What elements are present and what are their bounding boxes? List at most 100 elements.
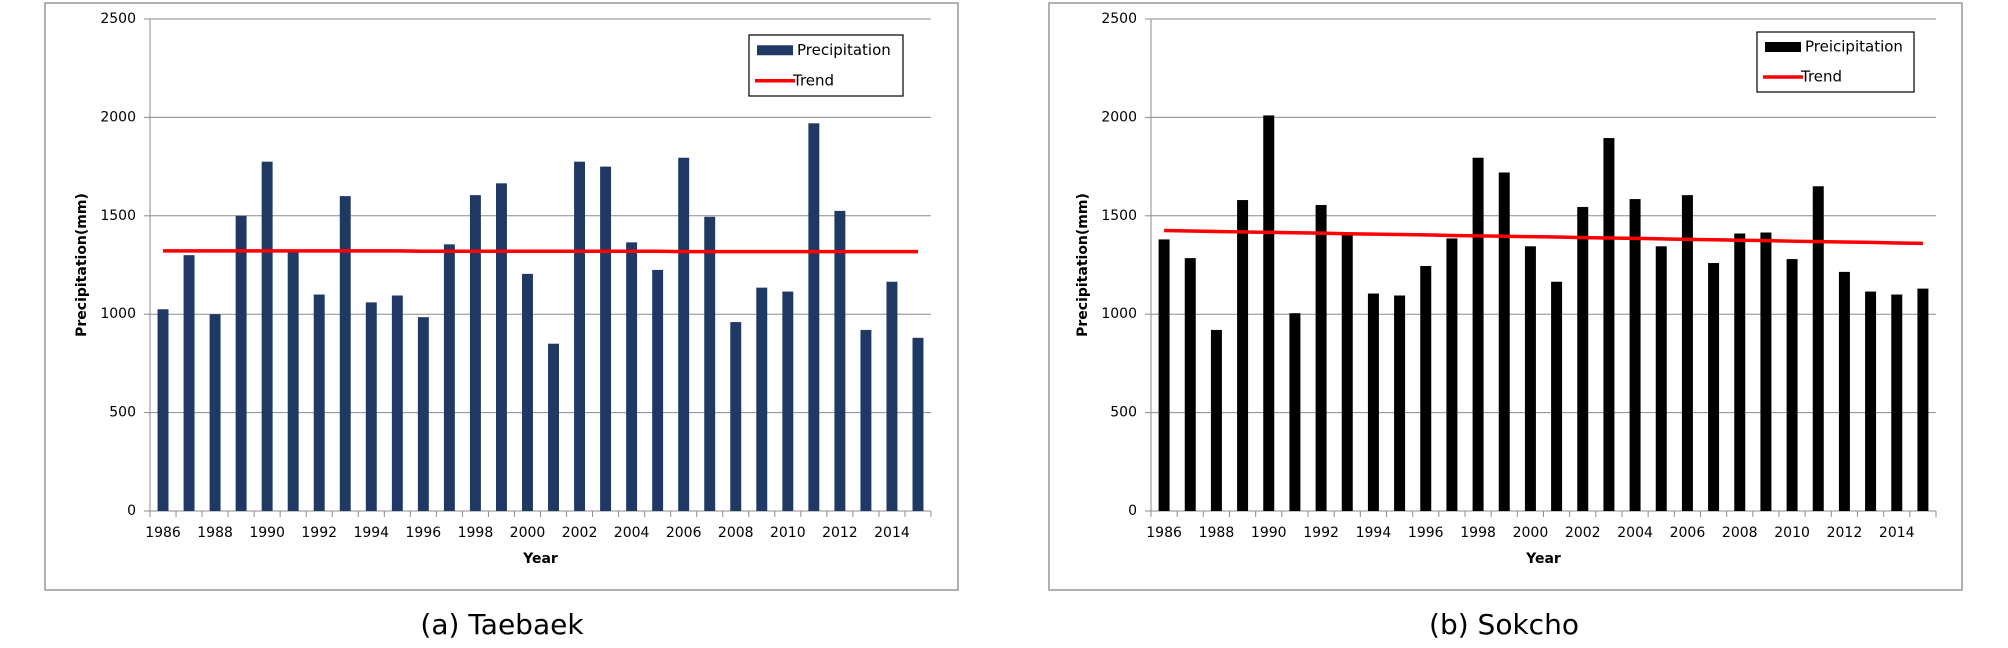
y-tick-label: 1000 [100,306,136,322]
bar [1838,271,1850,511]
bar [1524,246,1536,511]
x-axis-label: Year [1525,551,1561,567]
x-tick-label: 2010 [770,525,806,541]
x-tick-label: 2006 [666,525,702,541]
bar [600,166,612,511]
x-tick-label: 1988 [197,525,233,541]
bar [678,157,690,511]
x-tick-label: 2000 [1513,525,1549,541]
bar [1812,186,1824,511]
chart: 0 500 1000 1500 2000 2500 1986 1988 1990 1992 1994… [1048,2,1963,641]
x-tick-label: 2014 [874,525,910,541]
y-tick-label: 0 [1128,503,1137,519]
bar [339,196,351,511]
x-tick-label: 1986 [145,525,181,541]
bar [1263,115,1275,511]
bar [469,195,481,512]
x-tick-label: 1986 [1146,525,1182,541]
x-tick-label: 1996 [406,525,442,541]
chart: 0 500 1000 1500 2000 2500 1986 1988 1990 1992 1994… [44,2,959,641]
legend-swatch [1765,42,1801,52]
x-tick-label: 1994 [1356,525,1392,541]
bar [1655,246,1667,511]
bar [1760,232,1772,511]
bar [157,309,169,511]
bar [756,287,768,511]
x-tick-label: 1988 [1199,525,1235,541]
bar [417,317,429,511]
bar [1472,157,1484,511]
y-tick-label: 2000 [100,109,136,125]
bar [704,216,716,511]
legend: Preicipitation Trend [1756,31,1915,93]
x-tick-label: 1992 [301,525,337,541]
x-tick-label: 2008 [1722,525,1758,541]
bar [1210,329,1222,511]
x-tick-label: 1990 [1251,525,1287,541]
bar [1367,293,1379,511]
x-tick-label: 2004 [1617,525,1653,541]
x-tick-label: 2012 [1827,525,1863,541]
y-tick-label: 500 [109,405,136,421]
legend-label: Precipitation [797,41,891,59]
bar [391,295,403,511]
trend-line [163,249,918,254]
bar [261,161,273,511]
bar [1708,263,1720,511]
bar [1446,238,1458,511]
x-tick-label: 2008 [718,525,754,541]
legend-swatch [757,45,793,56]
legend: Precipitation Trend [748,34,904,97]
x-tick-label: 2002 [562,525,598,541]
y-tick-label: 500 [1110,405,1137,421]
bar [652,269,664,511]
bar [574,161,586,511]
bar [808,123,820,511]
chart-frame [1048,2,1963,591]
bar [365,302,377,511]
bar [183,255,195,511]
bar [1786,259,1798,511]
y-tick-label: 2000 [1101,109,1137,125]
x-tick-label: 2012 [822,525,858,541]
x-tick-label: 2010 [1774,525,1810,541]
bar [1917,288,1929,511]
y-axis-label: Precipitation(mm) [74,193,90,337]
bar [1394,295,1406,511]
bar [1237,200,1249,511]
x-tick-label: 2002 [1565,525,1601,541]
bar [1420,265,1432,511]
chart-frame [44,2,959,591]
y-tick-label: 2500 [1101,11,1137,27]
bar [1184,258,1196,511]
x-tick-label: 2004 [614,525,650,541]
x-tick-label: 2006 [1670,525,1706,541]
legend-label: Preicipitation [1805,38,1903,56]
bar [1681,195,1693,512]
bar [1341,234,1353,511]
y-tick-label: 1500 [1101,208,1137,224]
bar [1551,281,1563,511]
x-tick-label: 1990 [249,525,285,541]
x-axis-label: Year [522,551,558,567]
bar [1289,313,1301,511]
x-tick-label: 1994 [353,525,389,541]
x-tick-label: 1996 [1408,525,1444,541]
x-tick-label: 1992 [1303,525,1339,541]
bar [886,281,898,511]
legend-label: Trend [792,71,834,89]
bar [235,215,247,512]
trend-line [1164,228,1923,246]
bar [1734,233,1746,511]
bar [1891,294,1903,511]
bar [1315,204,1327,511]
caption: (b) Sokcho [1429,608,1579,641]
bar [782,291,794,511]
legend-label: Trend [1800,68,1842,86]
x-tick-label: 2014 [1879,525,1915,541]
y-tick-label: 2500 [100,11,136,27]
bar [443,244,455,511]
bar [1865,291,1877,511]
